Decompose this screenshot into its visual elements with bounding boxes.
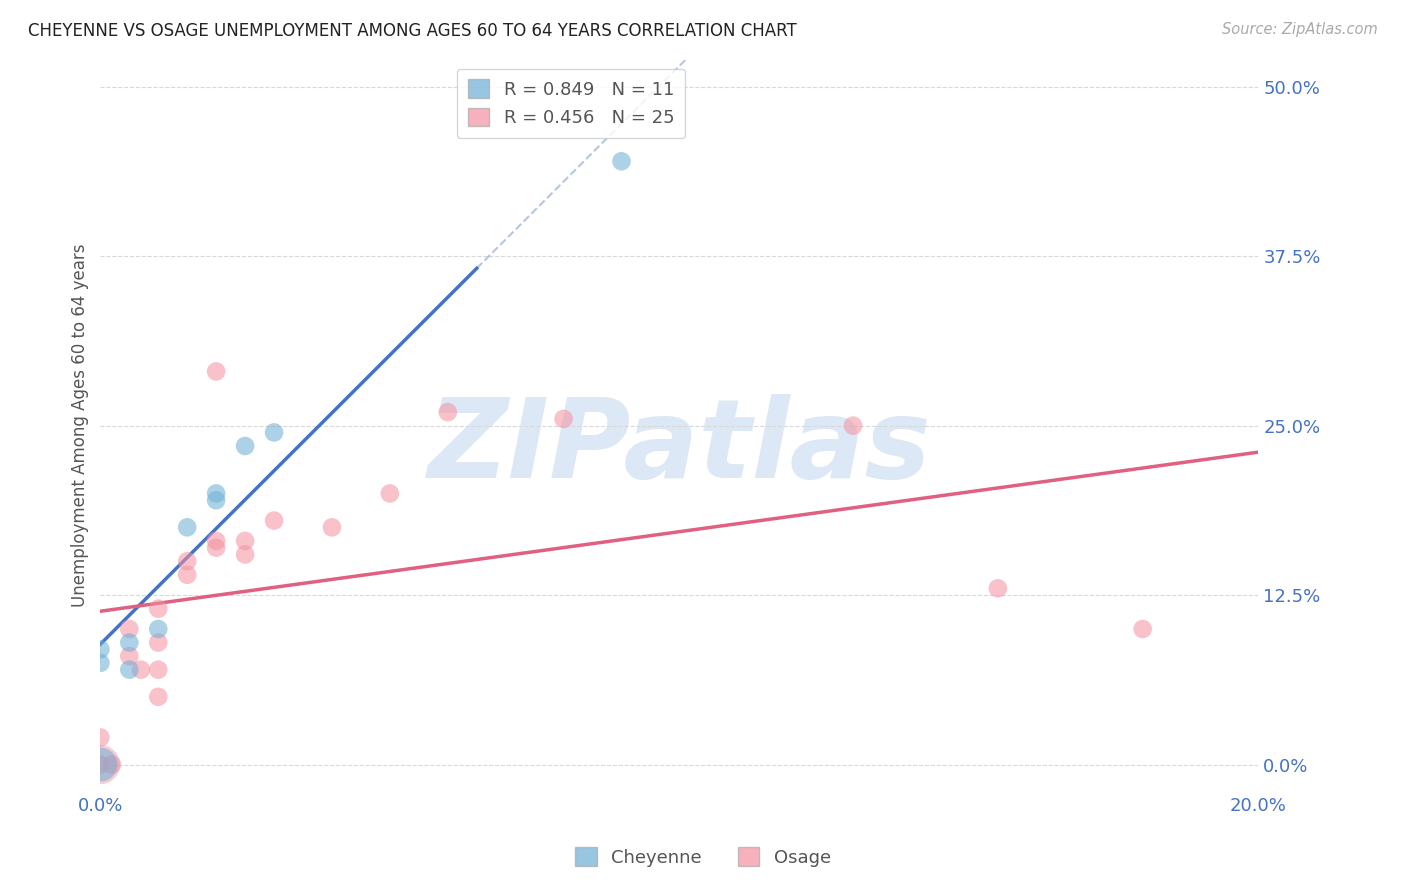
Point bbox=[205, 533, 228, 548]
Point bbox=[89, 642, 111, 657]
Point bbox=[176, 520, 198, 534]
Point bbox=[176, 554, 198, 568]
Point bbox=[842, 418, 865, 433]
Point bbox=[89, 757, 111, 772]
Point bbox=[118, 649, 141, 664]
Point bbox=[263, 425, 285, 440]
Point bbox=[89, 656, 111, 670]
Point bbox=[233, 439, 256, 453]
Point bbox=[148, 690, 170, 704]
Text: Source: ZipAtlas.com: Source: ZipAtlas.com bbox=[1222, 22, 1378, 37]
Point bbox=[89, 757, 111, 772]
Legend: Cheyenne, Osage: Cheyenne, Osage bbox=[568, 840, 838, 874]
Point bbox=[205, 364, 228, 378]
Point bbox=[205, 486, 228, 500]
Point bbox=[1132, 622, 1154, 636]
Point bbox=[118, 622, 141, 636]
Point bbox=[205, 493, 228, 508]
Point bbox=[610, 154, 633, 169]
Point bbox=[89, 731, 111, 745]
Point bbox=[148, 635, 170, 649]
Text: ZIPatlas: ZIPatlas bbox=[427, 394, 931, 501]
Point bbox=[987, 582, 1010, 596]
Point bbox=[378, 486, 401, 500]
Point bbox=[176, 567, 198, 582]
Point bbox=[263, 514, 285, 528]
Point bbox=[436, 405, 458, 419]
Point bbox=[148, 601, 170, 615]
Point bbox=[233, 533, 256, 548]
Point bbox=[118, 663, 141, 677]
Point bbox=[101, 757, 124, 772]
Point bbox=[148, 622, 170, 636]
Point bbox=[89, 757, 111, 772]
Point bbox=[118, 635, 141, 649]
Text: CHEYENNE VS OSAGE UNEMPLOYMENT AMONG AGES 60 TO 64 YEARS CORRELATION CHART: CHEYENNE VS OSAGE UNEMPLOYMENT AMONG AGE… bbox=[28, 22, 797, 40]
Point bbox=[205, 541, 228, 555]
Y-axis label: Unemployment Among Ages 60 to 64 years: Unemployment Among Ages 60 to 64 years bbox=[72, 244, 89, 607]
Point bbox=[553, 412, 575, 426]
Legend: R = 0.849   N = 11, R = 0.456   N = 25: R = 0.849 N = 11, R = 0.456 N = 25 bbox=[457, 69, 685, 138]
Point bbox=[148, 663, 170, 677]
Point bbox=[129, 663, 152, 677]
Point bbox=[321, 520, 343, 534]
Point bbox=[233, 548, 256, 562]
